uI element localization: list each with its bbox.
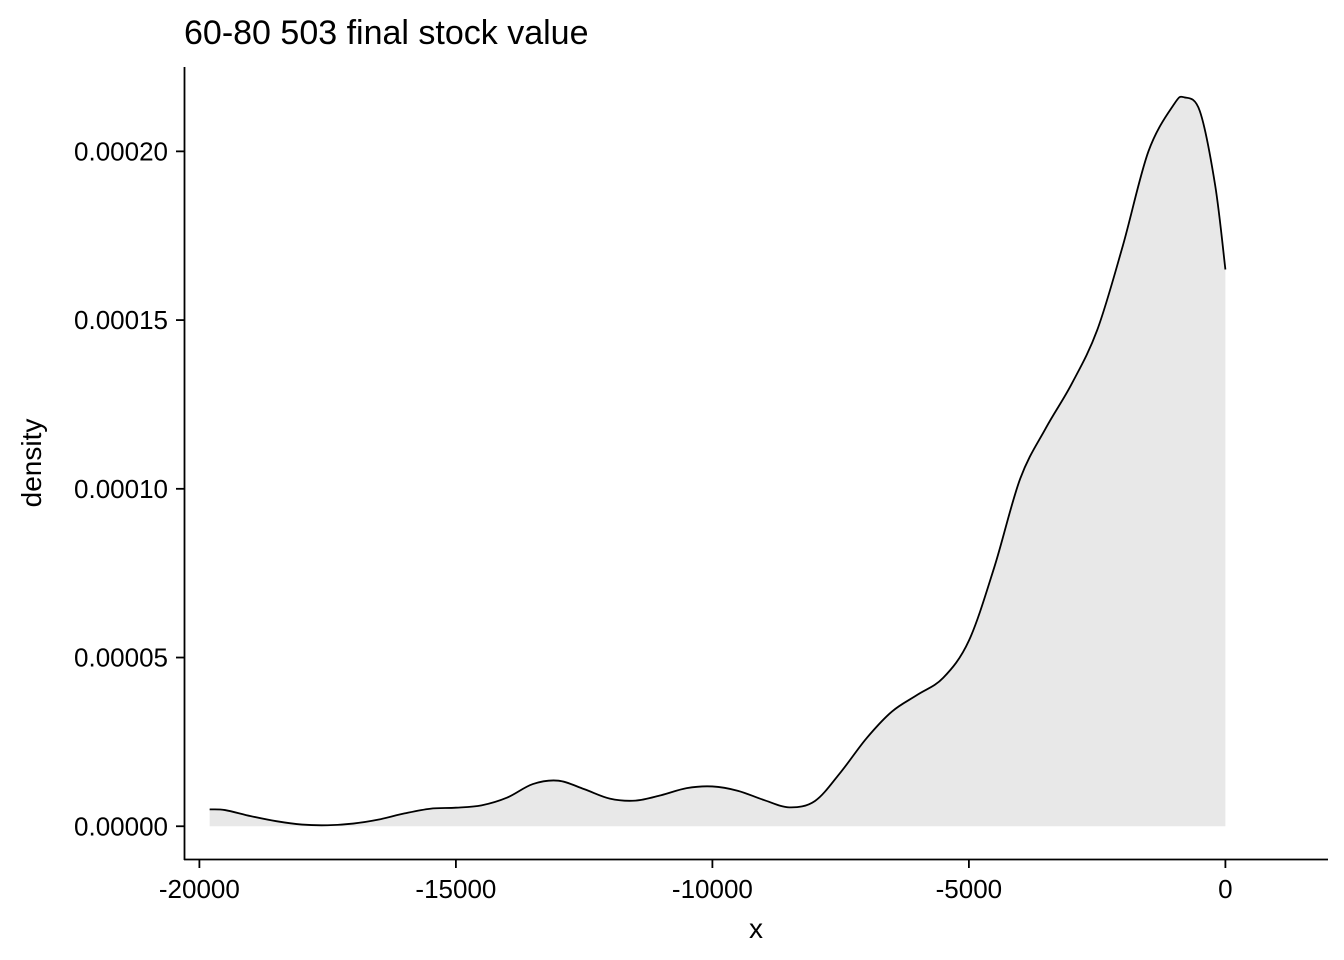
plot-area bbox=[209, 95, 1227, 827]
density-line bbox=[209, 95, 1227, 827]
x-tick-label: -5000 bbox=[936, 874, 1003, 904]
y-axis-title: density bbox=[16, 419, 47, 508]
y-tick-label: 0.00010 bbox=[74, 474, 168, 504]
y-tick-label: 0.00020 bbox=[74, 136, 168, 166]
x-tick-label: 0 bbox=[1218, 874, 1232, 904]
x-tick-label: -20000 bbox=[159, 874, 240, 904]
x-tick-label: -10000 bbox=[672, 874, 753, 904]
x-axis-title: x bbox=[749, 913, 763, 944]
density-area bbox=[209, 96, 1226, 827]
y-tick-label: 0.00005 bbox=[74, 643, 168, 673]
x-tick-label: -15000 bbox=[415, 874, 496, 904]
y-tick-label: 0.00000 bbox=[74, 811, 168, 841]
chart-title: 60-80 503 final stock value bbox=[184, 14, 588, 52]
y-tick-label: 0.00015 bbox=[74, 305, 168, 335]
x-axis-ticks: -20000 -15000 -10000 -5000 0 bbox=[159, 860, 1233, 904]
y-axis-ticks: 0.00000 0.00005 0.00010 0.00015 0.00020 bbox=[74, 136, 184, 841]
